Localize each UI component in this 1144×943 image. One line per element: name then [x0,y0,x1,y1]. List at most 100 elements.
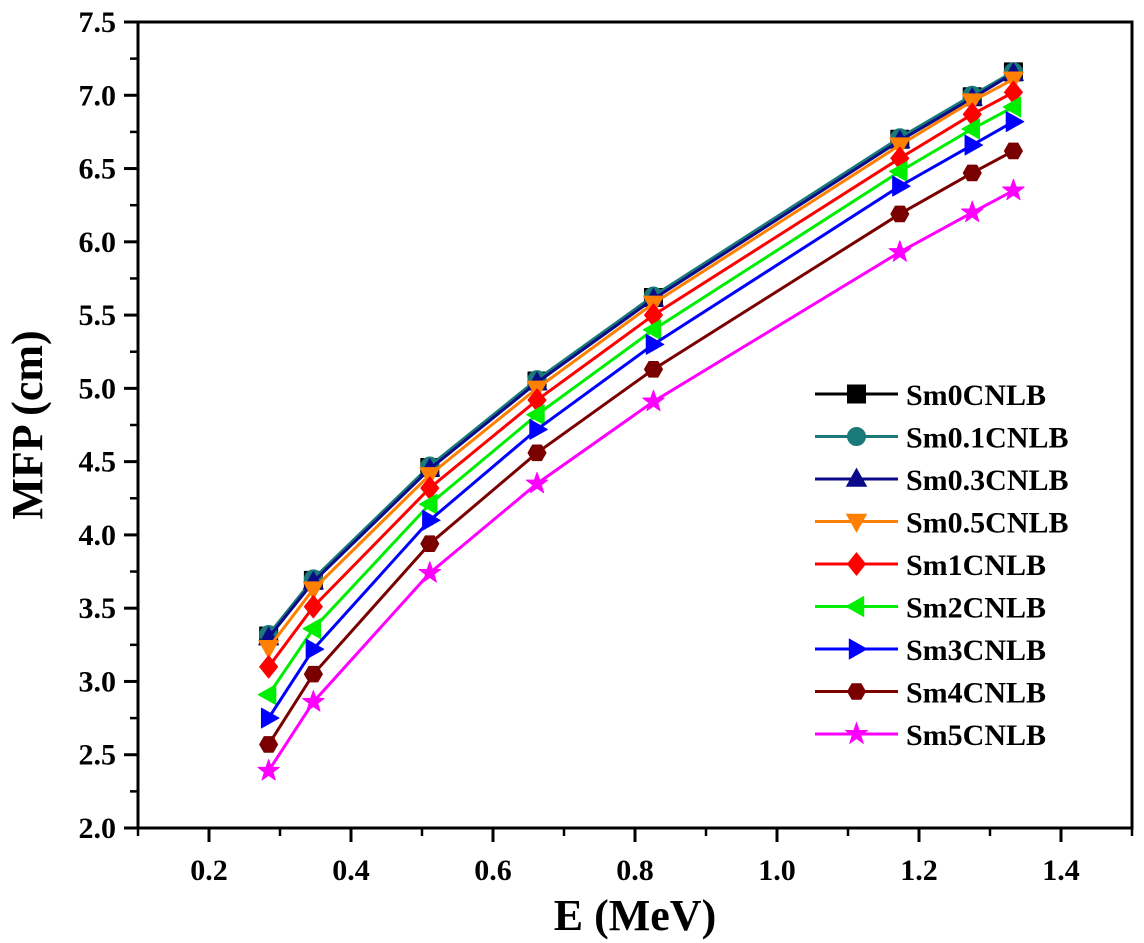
series-Sm5CNLB [257,178,1025,781]
data-point [257,684,277,706]
data-point [642,319,662,341]
legend-item: Sm2CNLB [815,592,1046,625]
data-point [260,707,280,729]
data-point [302,618,322,640]
data-point [257,759,280,781]
legend-marker [845,467,868,487]
data-point [526,404,545,426]
data-point [1002,96,1022,118]
data-point [642,389,665,412]
data-point [888,240,912,262]
data-point [302,581,324,600]
y-axis-title: MFP (cm) [3,330,52,519]
data-point [1002,178,1025,201]
legend-label: Sm1CNLB [906,549,1046,582]
x-tick-label: 0.8 [616,854,654,887]
data-point [418,561,442,583]
legend-item: Sm0.5CNLB [815,507,1069,540]
legend: Sm0CNLB Sm0.1CNLB Sm0.3CNLB Sm0.5CNLB Sm1CNL… [815,379,1069,752]
data-point [302,690,325,712]
legend-marker [846,683,867,700]
legend-label: Sm4CNLB [906,677,1046,710]
data-point [890,205,910,223]
legend-item: Sm5CNLB [815,719,1046,752]
x-tick-label: 1.2 [900,854,938,887]
legend-marker [845,595,865,618]
data-point [259,655,279,679]
y-tick-label: 7.0 [79,79,117,112]
data-point [964,134,984,156]
legend-label: Sm2CNLB [906,592,1046,625]
y-tick-label: 6.0 [79,226,117,259]
legend-marker [845,513,868,533]
data-point [525,471,549,494]
data-point [1005,111,1025,133]
data-point [961,118,980,140]
series-line [267,149,1015,746]
legend-label: Sm0.3CNLB [906,464,1069,497]
x-tick-label: 0.2 [190,854,228,887]
data-point [418,493,438,515]
data-point [527,444,547,462]
y-tick-label: 3.5 [79,592,117,625]
series-layer [257,62,1025,781]
data-point [643,361,663,378]
x-tick-label: 0.6 [474,854,512,887]
legend-item: Sm0.1CNLB [815,422,1069,455]
legend-marker [844,721,869,745]
legend-label: Sm3CNLB [906,634,1046,667]
data-point [645,334,665,355]
legend-item: Sm4CNLB [815,677,1046,710]
legend-item: Sm0.3CNLB [815,464,1069,497]
data-point [892,175,911,197]
series-line [267,70,1015,636]
y-tick-label: 4.0 [79,519,117,552]
legend-label: Sm0.5CNLB [906,507,1069,540]
data-point [1003,142,1023,160]
legend-marker [847,384,866,404]
legend-label: Sm0CNLB [906,379,1046,412]
x-tick-label: 0.4 [332,854,370,887]
series-line [267,189,1015,772]
y-tick-label: 2.5 [79,739,117,772]
series-line [267,72,1015,639]
data-point [303,594,323,619]
legend-marker [846,551,867,577]
data-point [422,509,441,531]
series-line [267,91,1015,668]
series-Sm1CNLB [259,80,1023,679]
x-tick-label: 1.4 [1042,854,1080,887]
x-axis-title: E (MeV) [554,891,717,940]
data-point [961,200,984,223]
x-tick-label: 1.0 [758,854,796,887]
series-line [267,120,1015,719]
y-tick-label: 5.5 [79,299,117,332]
data-point [420,535,440,552]
y-tick-label: 3.0 [79,665,117,698]
y-tick-label: 4.5 [79,446,117,479]
series-Sm3CNLB [260,111,1025,729]
legend-marker [846,427,867,446]
data-point [888,161,908,182]
legend-marker [848,638,868,660]
data-point [962,164,982,182]
data-point [529,419,548,440]
data-point [258,640,280,659]
series-Sm4CNLB [259,142,1023,753]
y-tick-label: 6.5 [79,153,117,186]
data-point [303,665,323,683]
y-tick-label: 2.0 [79,812,117,845]
data-point [259,736,279,753]
legend-item: Sm3CNLB [815,634,1046,667]
data-point [305,638,325,660]
legend-item: Sm0CNLB [815,379,1046,412]
y-tick-label: 7.5 [79,6,117,39]
tick-layer: 0.2 0.4 0.6 0.8 1.0 1.2 1.4 2.0 2.5 3.0 3.5 4.0 4.5 5… [79,6,1134,887]
series-line [267,77,1015,649]
series-Sm2CNLB [257,96,1022,706]
legend-label: Sm5CNLB [906,719,1046,752]
legend-label: Sm0.1CNLB [906,422,1069,455]
y-tick-label: 5.0 [79,372,117,405]
series-line [267,105,1015,696]
